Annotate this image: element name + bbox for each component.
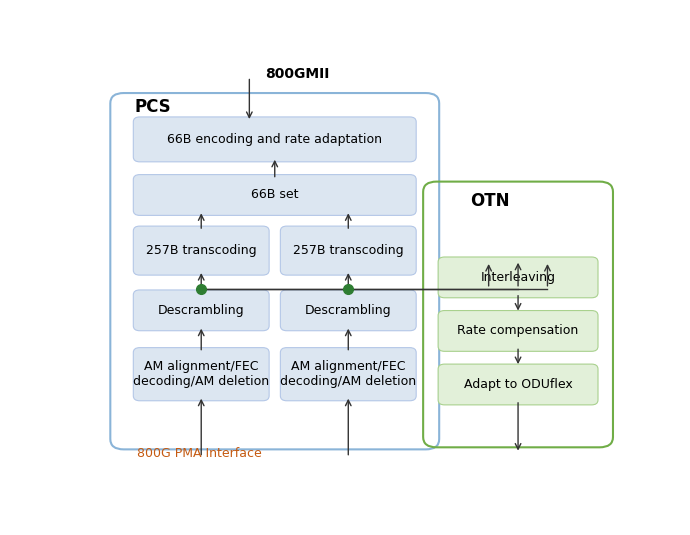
Text: OTN: OTN	[471, 193, 510, 210]
FancyBboxPatch shape	[133, 174, 416, 216]
Text: PCS: PCS	[135, 98, 171, 116]
FancyBboxPatch shape	[133, 226, 269, 275]
Text: Descrambling: Descrambling	[158, 304, 244, 317]
Text: Interleaving: Interleaving	[480, 271, 555, 284]
FancyBboxPatch shape	[133, 348, 269, 401]
Text: 800GMII: 800GMII	[266, 67, 330, 81]
Text: 66B set: 66B set	[251, 188, 299, 202]
FancyBboxPatch shape	[280, 290, 416, 331]
FancyBboxPatch shape	[280, 226, 416, 275]
FancyBboxPatch shape	[133, 117, 416, 162]
FancyBboxPatch shape	[438, 310, 598, 351]
Text: AM alignment/FEC
decoding/AM deletion: AM alignment/FEC decoding/AM deletion	[280, 360, 416, 388]
Text: AM alignment/FEC
decoding/AM deletion: AM alignment/FEC decoding/AM deletion	[133, 360, 269, 388]
FancyBboxPatch shape	[438, 364, 598, 405]
Text: Descrambling: Descrambling	[305, 304, 392, 317]
Text: Adapt to ODUflex: Adapt to ODUflex	[464, 378, 573, 391]
FancyBboxPatch shape	[280, 348, 416, 401]
Text: Rate compensation: Rate compensation	[457, 324, 579, 338]
FancyBboxPatch shape	[438, 257, 598, 298]
Text: 257B transcoding: 257B transcoding	[146, 244, 257, 257]
Text: 257B transcoding: 257B transcoding	[293, 244, 404, 257]
Text: 66B encoding and rate adaptation: 66B encoding and rate adaptation	[167, 133, 382, 146]
Text: 800G PMA Interface: 800G PMA Interface	[137, 447, 262, 460]
FancyBboxPatch shape	[133, 290, 269, 331]
